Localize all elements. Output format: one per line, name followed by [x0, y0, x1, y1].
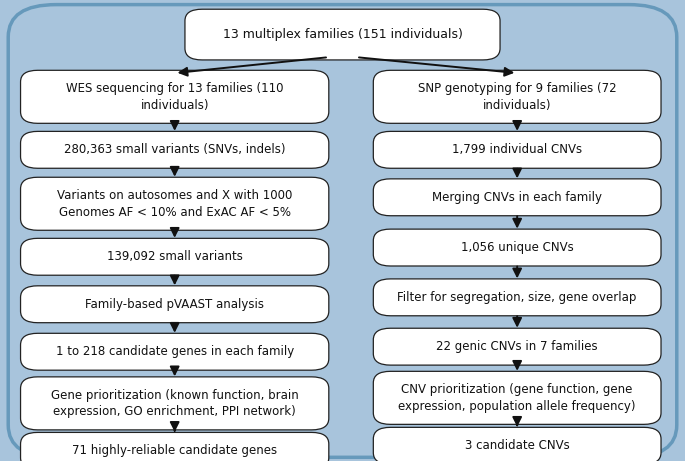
FancyBboxPatch shape — [21, 377, 329, 430]
Text: 13 multiplex families (151 individuals): 13 multiplex families (151 individuals) — [223, 28, 462, 41]
Text: 22 genic CNVs in 7 families: 22 genic CNVs in 7 families — [436, 340, 598, 353]
Text: Merging CNVs in each family: Merging CNVs in each family — [432, 191, 602, 204]
FancyBboxPatch shape — [21, 238, 329, 275]
FancyBboxPatch shape — [21, 432, 329, 461]
Text: Gene prioritization (known function, brain
expression, GO enrichment, PPI networ: Gene prioritization (known function, bra… — [51, 389, 299, 418]
Text: 1,056 unique CNVs: 1,056 unique CNVs — [461, 241, 573, 254]
FancyBboxPatch shape — [373, 229, 661, 266]
Text: Variants on autosomes and X with 1000
Genomes AF < 10% and ExAC AF < 5%: Variants on autosomes and X with 1000 Ge… — [57, 189, 292, 219]
Text: WES sequencing for 13 families (110
individuals): WES sequencing for 13 families (110 indi… — [66, 82, 284, 112]
FancyBboxPatch shape — [373, 131, 661, 168]
FancyBboxPatch shape — [373, 427, 661, 461]
FancyBboxPatch shape — [373, 328, 661, 365]
FancyBboxPatch shape — [21, 333, 329, 370]
Text: 139,092 small variants: 139,092 small variants — [107, 250, 242, 263]
Text: 1 to 218 candidate genes in each family: 1 to 218 candidate genes in each family — [55, 345, 294, 358]
FancyBboxPatch shape — [21, 131, 329, 168]
Text: 280,363 small variants (SNVs, indels): 280,363 small variants (SNVs, indels) — [64, 143, 286, 156]
FancyBboxPatch shape — [373, 71, 661, 123]
Text: SNP genotyping for 9 families (72
individuals): SNP genotyping for 9 families (72 indivi… — [418, 82, 616, 112]
FancyBboxPatch shape — [373, 179, 661, 216]
Text: 3 candidate CNVs: 3 candidate CNVs — [465, 439, 569, 452]
FancyBboxPatch shape — [21, 286, 329, 323]
FancyBboxPatch shape — [185, 9, 500, 60]
FancyBboxPatch shape — [373, 372, 661, 424]
Text: 71 highly-reliable candidate genes: 71 highly-reliable candidate genes — [72, 444, 277, 457]
FancyBboxPatch shape — [8, 5, 677, 457]
Text: CNV prioritization (gene function, gene
expression, population allele frequency): CNV prioritization (gene function, gene … — [399, 383, 636, 413]
Text: Family-based pVAAST analysis: Family-based pVAAST analysis — [85, 298, 264, 311]
Text: Filter for segregation, size, gene overlap: Filter for segregation, size, gene overl… — [397, 291, 637, 304]
FancyBboxPatch shape — [21, 71, 329, 123]
Text: 1,799 individual CNVs: 1,799 individual CNVs — [452, 143, 582, 156]
FancyBboxPatch shape — [373, 279, 661, 316]
FancyBboxPatch shape — [21, 177, 329, 230]
